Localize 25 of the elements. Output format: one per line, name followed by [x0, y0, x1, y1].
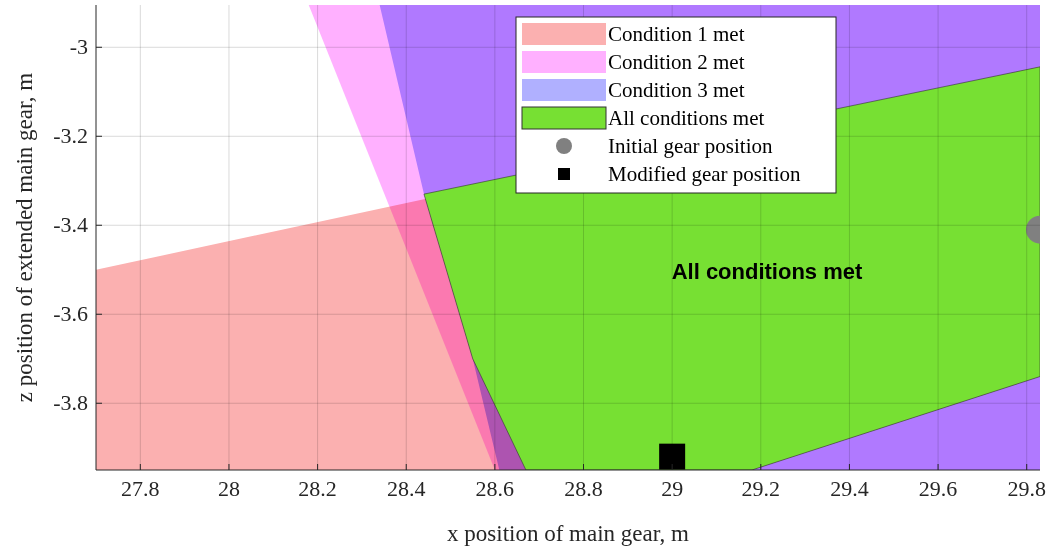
legend-label: Condition 1 met [608, 22, 745, 46]
y-axis-title: z position of extended main gear, m [12, 72, 37, 403]
x-tick-label: 28.2 [298, 476, 337, 501]
x-tick-label: 29.4 [830, 476, 869, 501]
x-tick-label: 29.2 [741, 476, 781, 501]
y-tick-label: -3.2 [53, 123, 88, 149]
legend-label: Condition 3 met [608, 78, 745, 102]
legend-label: Initial gear position [608, 134, 773, 158]
x-tick-label: 28.4 [386, 476, 426, 501]
annotation: All conditions met [671, 259, 863, 284]
legend-label: Condition 2 met [608, 50, 745, 74]
y-tick-label: -3.4 [53, 212, 88, 238]
x-tick-label: 29 [661, 476, 684, 501]
x-tick-label: 27.8 [121, 476, 160, 501]
y-tick-label: -3 [69, 34, 88, 60]
x-tick-label: 29.6 [918, 476, 958, 501]
y-tick-label: -3.8 [53, 390, 88, 416]
x-tick-label: 28.6 [475, 476, 515, 501]
legend-label: All conditions met [608, 106, 765, 130]
x-tick-label: 29.8 [1007, 476, 1046, 501]
x-axis-title: x position of main gear, m [447, 521, 690, 546]
y-tick-label: -3.6 [53, 301, 88, 327]
x-tick-label: 28.8 [564, 476, 603, 501]
legend-label: Modified gear position [608, 162, 801, 186]
x-tick-label: 28 [217, 476, 240, 501]
